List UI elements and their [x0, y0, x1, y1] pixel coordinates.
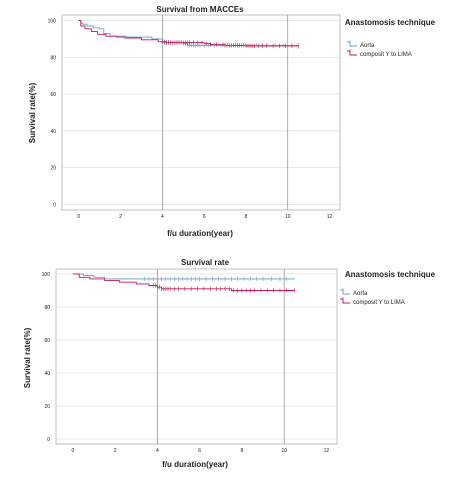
x-axis-label: f/u duration(year): [167, 229, 233, 238]
y-tick-label: 100: [48, 19, 57, 25]
y-tick-label: 20: [50, 166, 56, 172]
legend-label: Aorta: [353, 291, 368, 297]
chart-title: Survival from MACCEs: [156, 5, 244, 14]
censor-marks: [144, 276, 296, 293]
reference-lines: [157, 269, 285, 444]
legend-label: Aorta: [360, 43, 375, 49]
survival-rate-chart: Survival rate 0 20 40 60 80 100 0 2 4 6 8 10 12 Sur…: [0, 239, 460, 477]
y-tick-label: 80: [44, 305, 50, 311]
y-tick-label: 0: [53, 202, 56, 208]
gridlines: [56, 273, 337, 440]
y-tick-label: 60: [50, 92, 56, 98]
x-axis-ticks: 0 2 4 6 8 10 12: [72, 448, 330, 454]
y-tick-label: 40: [44, 371, 50, 377]
survival-rate-plot: Survival rate 0 20 40 60 80 100 0 2 4 6 8 10 12 Sur…: [23, 258, 436, 469]
plot-area: [61, 14, 341, 211]
legend-label: composit Y to LIMA: [353, 300, 405, 306]
y-tick-label: 20: [44, 404, 50, 410]
y-axis-ticks: 0 20 40 60 80 100: [42, 272, 51, 443]
x-tick-label: 2: [114, 448, 117, 454]
y-tick-label: 100: [42, 272, 51, 278]
censor-marks: [162, 39, 299, 49]
series-line-composite-y-to-lima: [78, 20, 299, 47]
series-group: [72, 273, 295, 291]
legend-title: Anastomosis technique: [345, 18, 436, 27]
legend-swatch: [340, 289, 350, 295]
gridlines: [62, 20, 340, 205]
x-tick-label: 8: [245, 214, 248, 220]
legend-label: composit Y to LIMA: [360, 52, 412, 58]
reference-lines: [161, 15, 289, 210]
legend: Anastomosis technique Aorta composit Y to…: [345, 18, 436, 58]
x-tick-label: 0: [72, 448, 75, 454]
y-axis-label: Survival rate(%): [28, 82, 37, 143]
x-axis-ticks: 0 2 4 6 8 10 12: [77, 214, 332, 220]
legend-title: Anastomosis technique: [345, 270, 436, 279]
x-tick-label: 6: [198, 448, 201, 454]
plot-frame: [61, 14, 341, 211]
y-tick-label: 80: [50, 55, 56, 61]
plot-area: [55, 268, 338, 445]
survival-maccess-chart: Survival from MACCEs 0 20 40 60 80 100 0 2 4 6 8 1…: [0, 0, 460, 238]
y-axis-label: Survival rate(%): [23, 327, 32, 388]
chart-title: Survival rate: [181, 258, 230, 267]
legend-items: Aorta composit Y to LIMA: [340, 288, 405, 306]
x-tick-label: 4: [161, 214, 164, 220]
legend: Anastomosis technique Aorta composit Y to…: [340, 270, 436, 306]
x-axis-label: f/u duration(year): [162, 460, 228, 469]
legend-swatch: [340, 298, 350, 304]
y-tick-label: 0: [47, 437, 50, 443]
series-line-composite-y-to-lima: [72, 273, 295, 291]
y-tick-label: 40: [50, 129, 56, 135]
x-tick-label: 12: [327, 214, 333, 220]
x-tick-label: 12: [324, 448, 330, 454]
legend-swatch: [347, 50, 357, 56]
legend-swatch: [347, 41, 357, 47]
x-tick-label: 6: [203, 214, 206, 220]
legend-items: Aorta composit Y to LIMA: [347, 40, 412, 58]
x-tick-label: 2: [119, 214, 122, 220]
y-axis-ticks: 0 20 40 60 80 100: [48, 19, 57, 209]
x-tick-label: 8: [241, 448, 244, 454]
survival-maccess-plot: Survival from MACCEs 0 20 40 60 80 100 0 2 4 6 8 1…: [28, 5, 436, 238]
plot-frame: [55, 268, 338, 445]
x-tick-label: 10: [281, 448, 287, 454]
x-tick-label: 4: [156, 448, 159, 454]
y-tick-label: 60: [44, 338, 50, 344]
x-tick-label: 0: [77, 214, 80, 220]
x-tick-label: 10: [285, 214, 291, 220]
